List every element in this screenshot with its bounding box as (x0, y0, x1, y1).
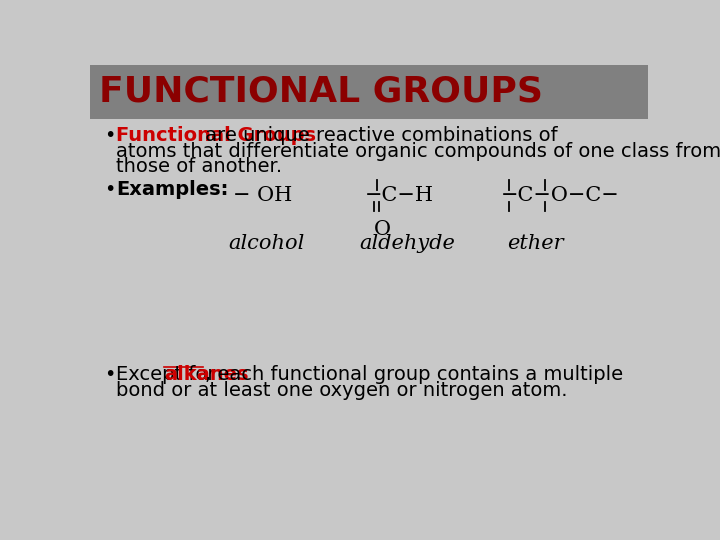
Text: , each functional group contains a multiple: , each functional group contains a multi… (204, 365, 623, 384)
Text: Functional Groups: Functional Groups (117, 126, 316, 145)
FancyBboxPatch shape (90, 65, 648, 119)
Text: atoms that differentiate organic compounds of one class from: atoms that differentiate organic compoun… (117, 142, 720, 161)
Text: Examples:: Examples: (117, 180, 229, 199)
Text: those of another.: those of another. (117, 157, 282, 176)
Text: O: O (374, 220, 391, 239)
Text: −C−H: −C−H (365, 186, 434, 205)
Text: alkanes: alkanes (164, 365, 249, 384)
Text: aldehyde: aldehyde (360, 234, 456, 253)
Text: •: • (104, 180, 115, 199)
Text: alcohol: alcohol (228, 234, 305, 253)
Text: •: • (104, 365, 115, 384)
Text: − OH: − OH (233, 186, 292, 205)
Text: −C−O−C−: −C−O−C− (500, 186, 619, 205)
Text: bond or at least one oxygen or nitrogen atom.: bond or at least one oxygen or nitrogen … (117, 381, 568, 400)
Text: ether: ether (507, 234, 564, 253)
Text: •: • (104, 126, 115, 145)
Text: Except for: Except for (117, 365, 222, 384)
Text: are unique reactive combinations of: are unique reactive combinations of (199, 126, 558, 145)
Text: FUNCTIONAL GROUPS: FUNCTIONAL GROUPS (99, 75, 544, 109)
